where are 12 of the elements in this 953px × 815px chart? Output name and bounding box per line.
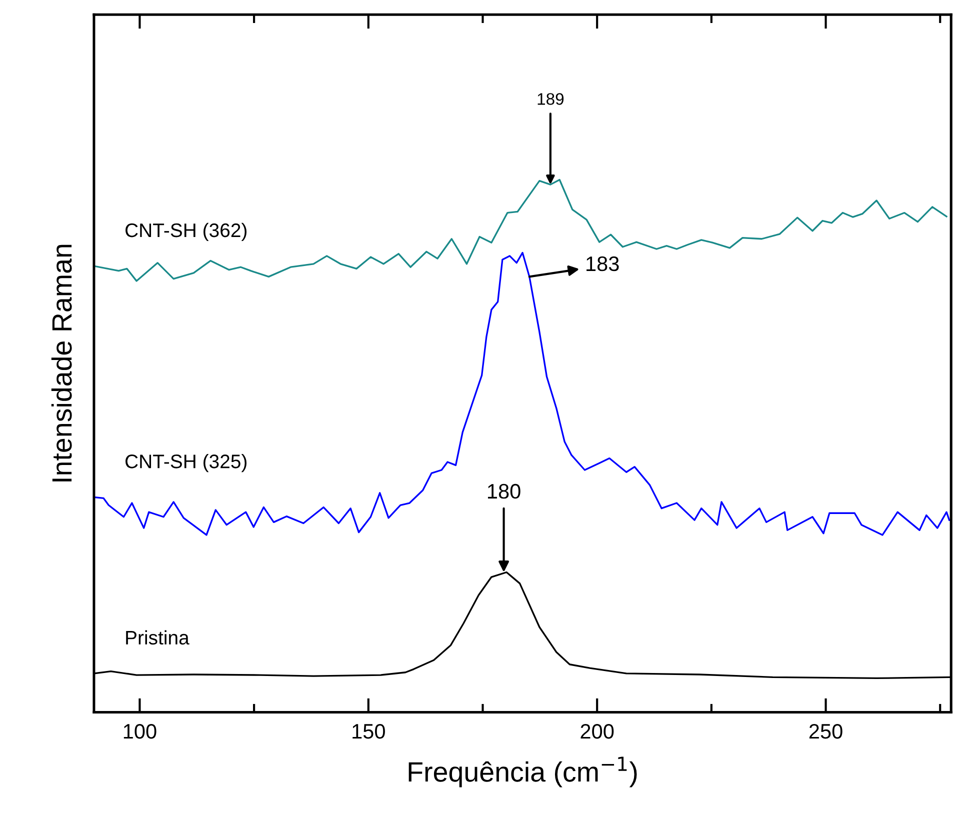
series-label: CNT-SH (325) [126,454,246,472]
annotation: 180 [488,484,520,499]
annotation: 189 [538,93,564,105]
series-label: Pristina [126,630,190,645]
x-tick-label: 150 [352,724,385,739]
y-axis-title: Intensidade Raman [51,244,72,482]
x-axis-title: Frequência (cm$^{−1}$) [408,756,637,788]
x-tick-label: 250 [809,724,842,739]
x-tick-label: 200 [580,724,614,739]
series-label: CNT-SH (362) [126,222,246,242]
x-tick-label: 100 [124,724,156,739]
annotation: 183 [586,256,619,272]
